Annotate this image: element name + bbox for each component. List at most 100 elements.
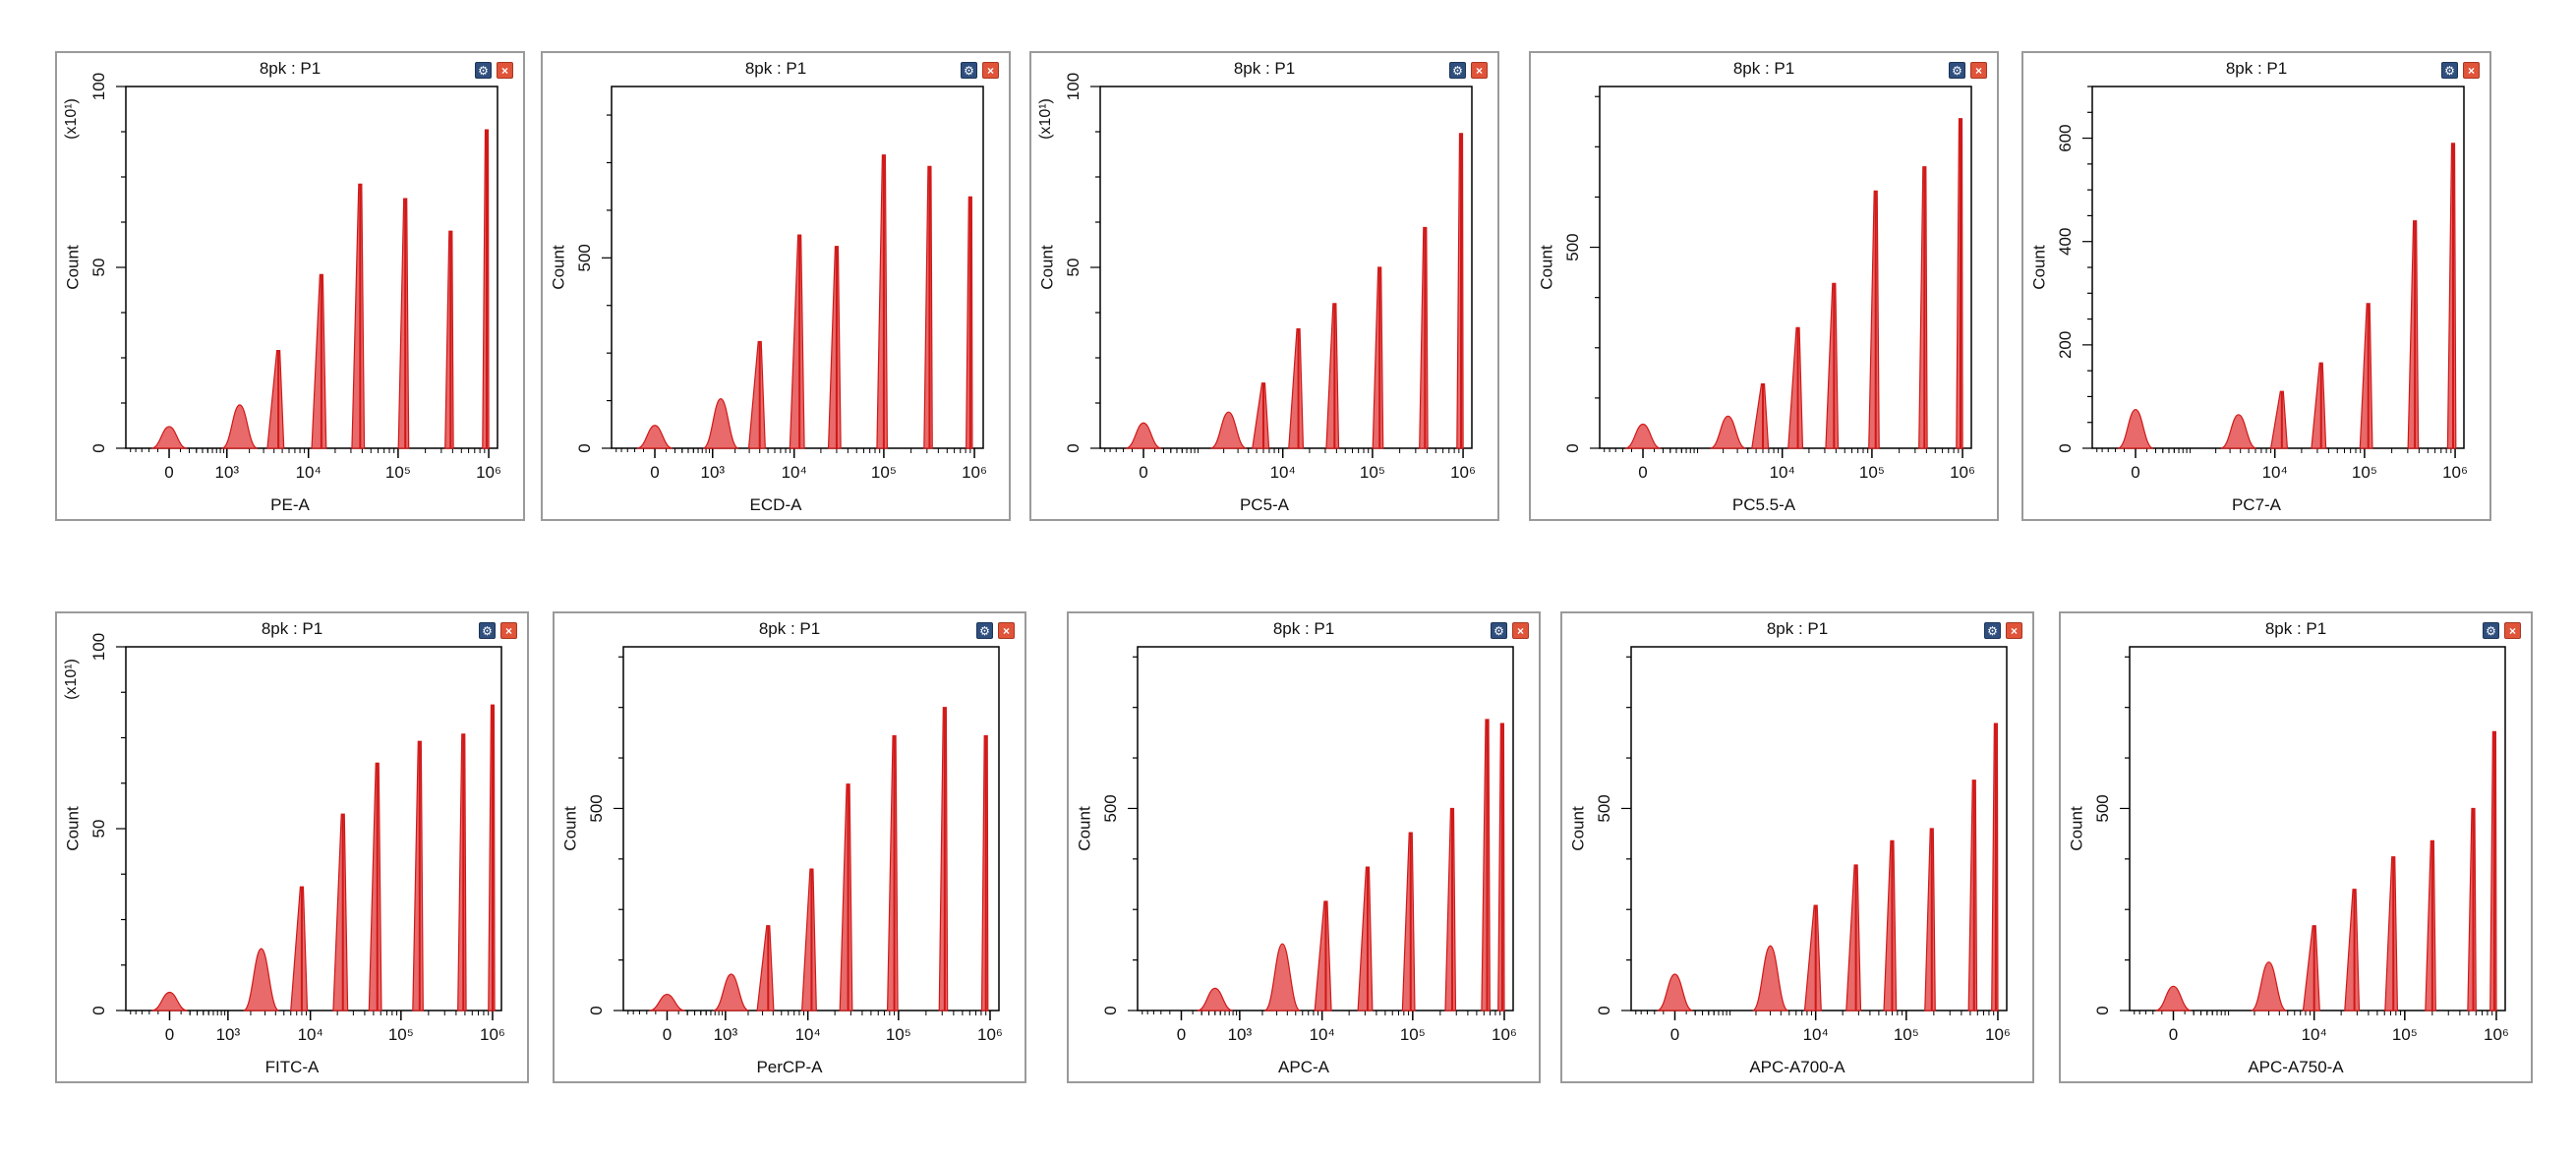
- histogram-peak: [221, 404, 259, 449]
- histogram-peak: [2269, 390, 2289, 449]
- y-scale-label: (x10¹): [1036, 98, 1054, 140]
- x-tick-label: 0: [1638, 463, 1647, 482]
- y-tick-label: 0: [2093, 1006, 2112, 1014]
- histogram-peak: [1497, 722, 1505, 1012]
- panel-title: 8pk : P1: [261, 619, 323, 638]
- histogram-peak: [1657, 973, 1693, 1012]
- close-icon[interactable]: ×: [2006, 622, 2022, 639]
- gear-icon[interactable]: ⚙: [475, 62, 492, 79]
- y-axis-label: Count: [1037, 245, 1057, 290]
- plot-frame: [1099, 86, 1473, 449]
- histogram-peak: [1825, 282, 1840, 449]
- y-tick-label: 100: [89, 73, 108, 100]
- x-tick-label: 10³: [1228, 1025, 1253, 1044]
- x-axis-label: PC5.5-A: [1731, 495, 1796, 514]
- x-tick-label: 0: [663, 1025, 672, 1044]
- y-axis-label: Count: [1075, 806, 1094, 851]
- y-tick-label: 500: [1595, 794, 1613, 822]
- plot-frame: [2091, 86, 2465, 449]
- plot-frame: [125, 86, 498, 449]
- y-tick-label: 50: [89, 259, 108, 277]
- x-tick-label: 10⁵: [871, 463, 897, 482]
- histogram-peak: [444, 230, 454, 449]
- gear-icon[interactable]: ⚙: [1449, 62, 1466, 79]
- histogram-peak: [702, 398, 739, 449]
- y-tick-label: 0: [1563, 443, 1582, 452]
- close-icon[interactable]: ×: [497, 62, 513, 79]
- histogram-peak: [1444, 807, 1457, 1012]
- histogram-plot: 0 10³ 10⁴ 10⁵ 10⁶ 0 500: [1101, 646, 1517, 1044]
- y-tick-label: 500: [1101, 794, 1120, 822]
- x-tick-label: 10⁶: [977, 1025, 1003, 1044]
- histogram-peak: [1883, 839, 1898, 1012]
- y-tick-label: 600: [2056, 124, 2075, 151]
- histogram-peak: [1210, 411, 1247, 449]
- histogram-peak: [1752, 945, 1788, 1012]
- y-tick-label: 0: [575, 443, 594, 452]
- histogram-peak: [311, 273, 327, 449]
- gear-icon[interactable]: ⚙: [976, 622, 993, 639]
- histogram-peak: [351, 183, 366, 449]
- panel-controls: ⚙ ×: [976, 622, 1015, 639]
- histogram-peak: [368, 762, 382, 1012]
- x-tick-label: 0: [2131, 463, 2139, 482]
- y-axis-label: Count: [63, 806, 83, 851]
- histogram-peak: [1845, 864, 1862, 1012]
- x-tick-label: 10⁴: [298, 1025, 323, 1044]
- close-icon[interactable]: ×: [2504, 622, 2521, 639]
- x-tick-label: 10⁶: [962, 463, 987, 482]
- y-axis-label: Count: [2067, 806, 2086, 851]
- histogram-peak: [1419, 226, 1429, 449]
- y-axis-label: Count: [2029, 245, 2049, 290]
- histogram-peak: [482, 129, 490, 449]
- y-tick-label: 0: [2056, 443, 2075, 452]
- histogram-peak: [980, 734, 989, 1012]
- y-axis-label: Count: [560, 806, 580, 851]
- x-axis-label: PerCP-A: [756, 1058, 823, 1076]
- panel-controls: ⚙ ×: [961, 62, 999, 79]
- histogram-peak: [649, 993, 685, 1012]
- y-tick-label: 0: [89, 1006, 108, 1014]
- close-icon[interactable]: ×: [1471, 62, 1488, 79]
- x-axis-label: APC-A700-A: [1749, 1058, 1845, 1076]
- panel-controls: ⚙ ×: [1491, 622, 1529, 639]
- close-icon[interactable]: ×: [1512, 622, 1529, 639]
- histogram-peak: [923, 165, 933, 449]
- histogram-peak: [827, 246, 842, 449]
- y-scale-label: (x10¹): [62, 659, 80, 700]
- gear-icon[interactable]: ⚙: [1491, 622, 1507, 639]
- close-icon[interactable]: ×: [982, 62, 999, 79]
- x-tick-label: 10⁶: [2484, 1025, 2509, 1044]
- x-tick-label: 10⁶: [2442, 463, 2468, 482]
- histogram-panel-pe-a: 8pk : P1 ⚙ × 0 10³ 10⁴ 10⁵ 10⁶ 0 50 100 PE-A Count (x…: [55, 51, 525, 521]
- x-tick-label: 10⁴: [1803, 1025, 1829, 1044]
- histogram-peak: [243, 948, 280, 1012]
- gear-icon[interactable]: ⚙: [2441, 62, 2458, 79]
- x-tick-label: 10³: [216, 1025, 241, 1044]
- histogram-peak: [2384, 856, 2399, 1012]
- close-icon[interactable]: ×: [1970, 62, 1987, 79]
- histogram-peak: [1288, 327, 1305, 449]
- histogram-peak: [713, 973, 749, 1012]
- histogram-panel-ecd-a: 8pk : P1 ⚙ × 0 10³ 10⁴ 10⁵ 10⁶ 0 500 ECD-A Count: [541, 51, 1011, 521]
- gear-icon[interactable]: ⚙: [961, 62, 977, 79]
- gear-icon[interactable]: ⚙: [1984, 622, 2001, 639]
- histogram-panel-fitc-a: 8pk : P1 ⚙ × 0 10³ 10⁴ 10⁵ 10⁶ 0 50 100 FITC-A Count…: [55, 611, 529, 1083]
- close-icon[interactable]: ×: [500, 622, 517, 639]
- histogram-peak: [1868, 190, 1880, 449]
- histogram-peak: [2311, 362, 2327, 449]
- close-icon[interactable]: ×: [998, 622, 1015, 639]
- gear-icon[interactable]: ⚙: [1949, 62, 1965, 79]
- close-icon[interactable]: ×: [2463, 62, 2480, 79]
- x-tick-label: 10⁵: [1894, 1025, 1919, 1044]
- x-tick-label: 10⁵: [1360, 463, 1385, 482]
- histogram-peak: [2467, 807, 2477, 1012]
- x-tick-label: 10⁶: [1985, 1025, 2011, 1044]
- x-tick-label: 10⁴: [795, 1025, 821, 1044]
- histogram-peak: [1263, 943, 1301, 1012]
- x-tick-label: 10⁶: [480, 1025, 505, 1044]
- gear-icon[interactable]: ⚙: [2483, 622, 2499, 639]
- x-axis-label: APC-A750-A: [2248, 1058, 2344, 1076]
- x-axis-label: PC5-A: [1239, 495, 1290, 514]
- gear-icon[interactable]: ⚙: [479, 622, 496, 639]
